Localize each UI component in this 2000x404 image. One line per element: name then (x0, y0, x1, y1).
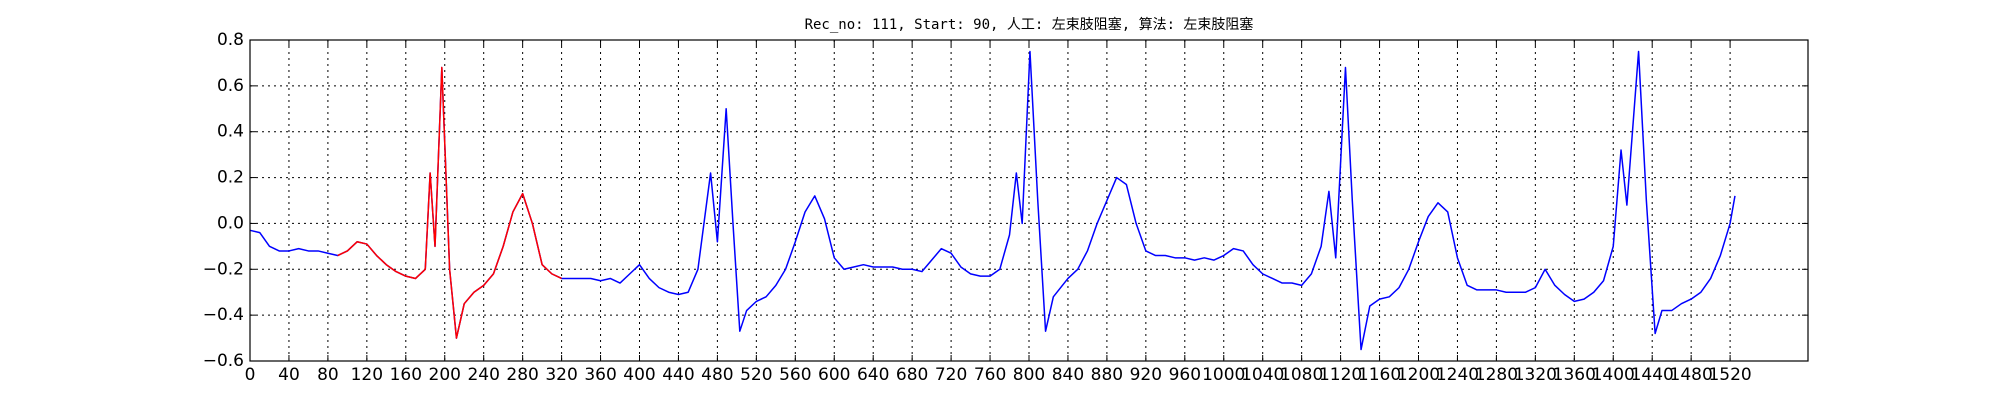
x-tick-label: 720 (935, 365, 967, 385)
x-tick-label: 1520 (1708, 365, 1751, 385)
x-tick-label: 1440 (1631, 365, 1674, 385)
y-tick-label: 0.4 (217, 122, 244, 142)
plot-layer: −0.6 −0.4 −0.2 0.0 0.2 0.4 0.6 0.8 0 40 80 120 160 20… (203, 30, 1808, 385)
signal-line (337, 66, 562, 339)
x-tick-label: 0 (245, 365, 256, 385)
x-tick-label: 840 (1052, 365, 1084, 385)
x-tick-label: 1040 (1241, 365, 1284, 385)
x-tick-label: 440 (662, 365, 694, 385)
x-tick-label: 1120 (1319, 365, 1362, 385)
y-tick-label: 0.6 (217, 76, 244, 96)
chart-title: Rec_no: 111, Start: 90, 人工: 左束肢阻塞, 算法: 左… (805, 16, 1254, 33)
x-tick-label: 1160 (1358, 365, 1401, 385)
x-tick-label: 240 (467, 365, 499, 385)
plot-frame (249, 39, 1809, 362)
x-tick-label: 80 (317, 365, 339, 385)
x-tick-label: 960 (1169, 365, 1201, 385)
x-tick-label: 600 (818, 365, 850, 385)
y-tick-label: 0.0 (217, 213, 244, 233)
x-tick-label: 1240 (1436, 365, 1479, 385)
y-tick-label: −0.6 (203, 351, 244, 371)
x-tick-label: 560 (779, 365, 811, 385)
x-tick-label: 1360 (1553, 365, 1596, 385)
x-tick-label: 880 (1091, 365, 1123, 385)
x-tick-label: 800 (1013, 365, 1045, 385)
x-tick-label: 200 (429, 365, 461, 385)
x-tick-label: 920 (1130, 365, 1162, 385)
x-tick-label: 360 (584, 365, 616, 385)
x-tick-label: 1480 (1670, 365, 1713, 385)
x-tick-label: 640 (857, 365, 889, 385)
signal-line (249, 50, 1736, 351)
x-tick-label: 1320 (1514, 365, 1557, 385)
x-tick-label: 280 (506, 365, 538, 385)
x-tick-label: 480 (701, 365, 733, 385)
x-tick-label: 1400 (1592, 365, 1635, 385)
y-tick-label: −0.4 (203, 305, 244, 325)
x-tick-label: 520 (740, 365, 772, 385)
x-tick-label: 760 (974, 365, 1006, 385)
x-tick-label: 120 (351, 365, 383, 385)
x-tick-label: 400 (623, 365, 655, 385)
y-tick-label: 0.2 (217, 168, 244, 188)
y-tick-label: −0.2 (203, 259, 244, 279)
x-tick-label: 1000 (1202, 365, 1245, 385)
x-tick-label: 1200 (1397, 365, 1440, 385)
x-tick-label: 680 (896, 365, 928, 385)
x-tick-label: 1280 (1475, 365, 1518, 385)
x-tick-label: 40 (278, 365, 300, 385)
x-tick-label: 1080 (1280, 365, 1323, 385)
x-tick-label: 320 (545, 365, 577, 385)
y-tick-label: 0.8 (217, 30, 244, 50)
x-tick-label: 160 (390, 365, 422, 385)
